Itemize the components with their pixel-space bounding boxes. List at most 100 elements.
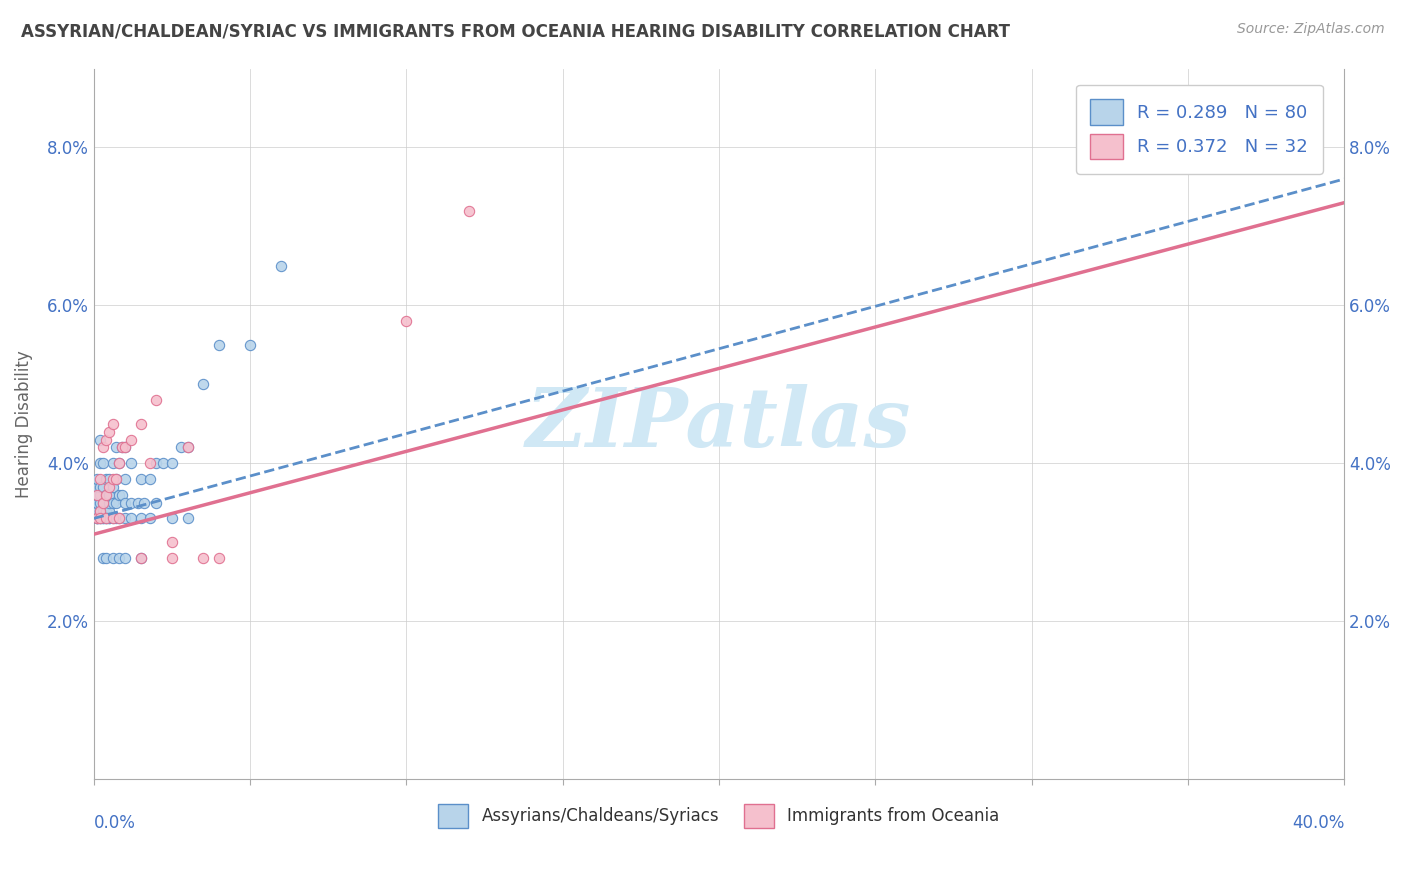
Point	[111, 488, 134, 502]
Point	[208, 338, 231, 352]
Point	[96, 488, 118, 502]
Point	[98, 472, 121, 486]
Point	[114, 496, 136, 510]
Point	[239, 338, 262, 352]
Point	[107, 456, 129, 470]
Point	[114, 511, 136, 525]
Point	[129, 472, 152, 486]
Point	[98, 511, 121, 525]
Point	[111, 441, 134, 455]
Point	[91, 496, 114, 510]
Point	[104, 511, 127, 525]
Point	[132, 496, 155, 510]
Point	[114, 472, 136, 486]
Point	[111, 441, 134, 455]
Point	[96, 488, 118, 502]
Point	[208, 550, 231, 565]
Point	[114, 550, 136, 565]
Point	[120, 496, 142, 510]
Point	[96, 550, 118, 565]
Point	[107, 456, 129, 470]
Point	[176, 511, 198, 525]
Point	[160, 456, 183, 470]
Point	[86, 488, 108, 502]
Point	[89, 503, 111, 517]
Point	[145, 392, 167, 407]
Point	[86, 511, 108, 525]
Point	[98, 425, 121, 439]
Point	[89, 456, 111, 470]
Point	[101, 480, 124, 494]
Point	[160, 535, 183, 549]
Point	[86, 488, 108, 502]
Point	[101, 417, 124, 431]
Point	[101, 472, 124, 486]
Point	[98, 496, 121, 510]
Point	[86, 472, 108, 486]
Point	[89, 433, 111, 447]
Point	[139, 472, 162, 486]
Point	[139, 456, 162, 470]
Point	[101, 511, 124, 525]
Text: ASSYRIAN/CHALDEAN/SYRIAC VS IMMIGRANTS FROM OCEANIA HEARING DISABILITY CORRELATI: ASSYRIAN/CHALDEAN/SYRIAC VS IMMIGRANTS F…	[21, 22, 1010, 40]
Text: Source: ZipAtlas.com: Source: ZipAtlas.com	[1237, 22, 1385, 37]
Point	[86, 496, 108, 510]
Text: 40.0%: 40.0%	[1292, 814, 1344, 832]
Point	[129, 550, 152, 565]
Point	[101, 456, 124, 470]
Point	[89, 511, 111, 525]
Point	[160, 511, 183, 525]
Point	[91, 456, 114, 470]
Point	[107, 511, 129, 525]
Text: ZIPatlas: ZIPatlas	[526, 384, 911, 464]
Point	[96, 503, 118, 517]
Point	[96, 511, 118, 525]
Point	[86, 511, 108, 525]
Point	[176, 441, 198, 455]
Point	[91, 511, 114, 525]
Text: 0.0%: 0.0%	[94, 814, 135, 832]
Point	[91, 441, 114, 455]
Point	[101, 511, 124, 525]
Point	[89, 503, 111, 517]
Point	[89, 511, 111, 525]
Point	[120, 433, 142, 447]
Point	[101, 496, 124, 510]
Point	[98, 503, 121, 517]
Point	[96, 511, 118, 525]
Point	[120, 456, 142, 470]
Point	[89, 480, 111, 494]
Point	[104, 496, 127, 510]
Point	[91, 550, 114, 565]
Point	[98, 511, 121, 525]
Point	[91, 503, 114, 517]
Point	[104, 441, 127, 455]
Point	[120, 511, 142, 525]
Point	[129, 511, 152, 525]
Point	[395, 314, 418, 328]
Point	[160, 550, 183, 565]
Point	[191, 550, 214, 565]
Point	[86, 480, 108, 494]
Point	[89, 488, 111, 502]
Point	[104, 472, 127, 486]
Point	[91, 511, 114, 525]
Point	[96, 511, 118, 525]
Point	[107, 550, 129, 565]
Point	[129, 550, 152, 565]
Point	[86, 503, 108, 517]
Point	[107, 511, 129, 525]
Point	[86, 503, 108, 517]
Legend: Assyrians/Chaldeans/Syriacs, Immigrants from Oceania: Assyrians/Chaldeans/Syriacs, Immigrants …	[432, 797, 1007, 835]
Point	[86, 511, 108, 525]
Point	[101, 550, 124, 565]
Point	[457, 203, 479, 218]
Point	[270, 259, 292, 273]
Point	[89, 511, 111, 525]
Point	[107, 488, 129, 502]
Point	[114, 441, 136, 455]
Point	[104, 472, 127, 486]
Point	[145, 496, 167, 510]
Point	[96, 433, 118, 447]
Point	[139, 511, 162, 525]
